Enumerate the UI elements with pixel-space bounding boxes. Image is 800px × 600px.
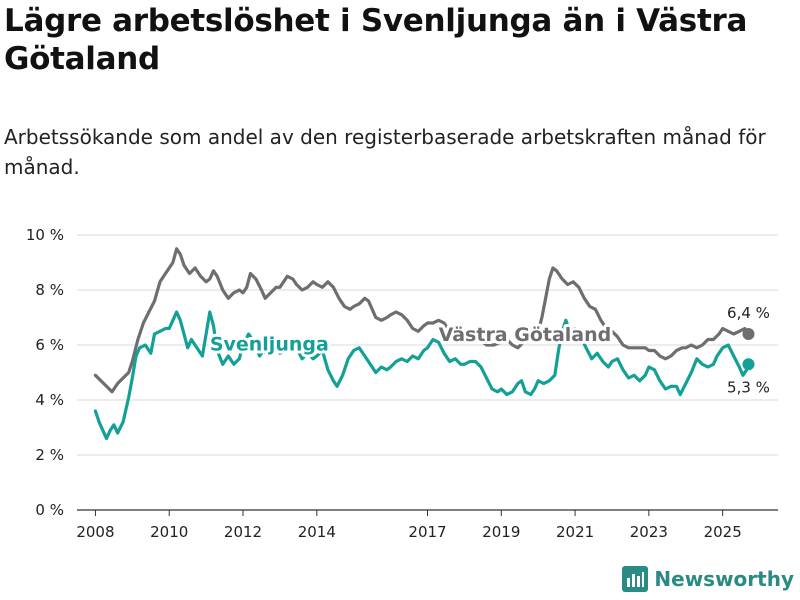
y-tick-label: 0 %: [35, 501, 64, 519]
series-end-point: [742, 328, 755, 340]
series-end-label: 5,3 %: [727, 378, 770, 396]
series-line-svenljunga: [93, 310, 751, 441]
y-tick-label: 8 %: [35, 281, 64, 299]
x-tick-label: 2012: [224, 523, 262, 541]
newsworthy-logo-icon: [622, 566, 649, 592]
series-label-västra-götaland: Västra Götaland: [439, 324, 612, 346]
y-tick-label: 10 %: [26, 226, 64, 244]
x-tick-label: 2014: [298, 523, 336, 541]
series-line-västra-götaland: [93, 247, 751, 394]
x-tick-label: 2023: [630, 523, 668, 541]
x-tick-label: 2010: [150, 523, 188, 541]
y-tick-label: 6 %: [35, 336, 64, 354]
series-label-halo: Västra Götaland: [439, 324, 612, 346]
x-tick-label: 2008: [76, 523, 114, 541]
brand-logo[interactable]: Newsworthy: [622, 566, 794, 592]
x-axis: 2008 2010 2012 2014 2017 2019 2021 2023 2025: [76, 510, 742, 541]
series-end-point: [742, 358, 755, 371]
series-label-svenljunga: Svenljunga: [210, 334, 329, 356]
x-tick-label: 2021: [556, 523, 594, 541]
x-tick-label: 2019: [482, 523, 520, 541]
y-axis-ticks: 0 % 2 % 4 % 6 % 8 % 10 %: [26, 226, 64, 519]
gridlines: [77, 234, 778, 511]
chart-subtitle: Arbetssökande som andel av den registerb…: [4, 125, 766, 179]
series-lines: [93, 247, 755, 441]
page-title: Lägre arbetslöshet i Svenljunga än i Väs…: [4, 3, 748, 77]
x-tick-label: 2025: [704, 523, 742, 541]
series-label-halo: Svenljunga: [210, 334, 329, 356]
series-end-label: 6,4 %: [727, 304, 770, 322]
brand-name: Newsworthy: [654, 567, 794, 591]
y-tick-label: 4 %: [35, 391, 64, 409]
y-tick-label: 2 %: [35, 446, 64, 464]
x-tick-label: 2017: [408, 523, 446, 541]
